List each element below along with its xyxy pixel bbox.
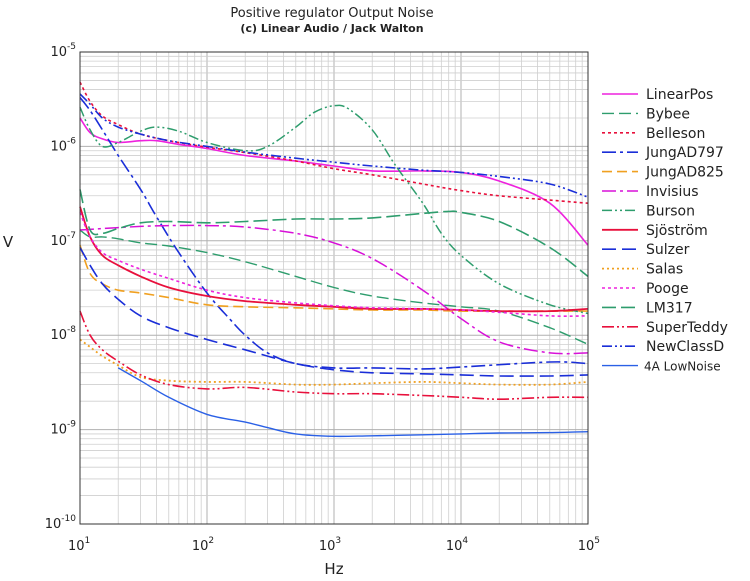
series-line-lm317: [79, 189, 589, 278]
x-axis-label: Hz: [324, 560, 343, 578]
y-tick-label: 10-10: [45, 514, 77, 532]
x-tick-label: 101: [68, 536, 90, 554]
legend-label: SuperTeddy: [646, 320, 728, 336]
series-line-invisius: [79, 224, 589, 355]
y-axis-label: V: [3, 233, 14, 251]
series-line-4a-lownoise: [117, 367, 589, 438]
chart-subtitle: (c) Linear Audio / Jack Walton: [240, 22, 423, 35]
series-line-sj-str-m: [79, 206, 589, 313]
legend-label: Bybee: [646, 106, 690, 122]
legend-label: LM317: [646, 300, 693, 316]
x-tick-label: 102: [192, 536, 214, 554]
series-line-sulzer: [79, 247, 589, 377]
series-line-bybee: [79, 229, 589, 345]
y-tick-label: 10-8: [50, 325, 76, 343]
plot-area: [79, 51, 589, 525]
legend-label: Pooge: [646, 281, 689, 297]
chart-title: Positive regulator Output Noise: [230, 6, 433, 21]
legend-label: JungAD825: [645, 165, 724, 181]
legend-label: Invisius: [646, 184, 699, 200]
series-line-superteddy: [79, 310, 589, 400]
legend-label: Burson: [646, 203, 695, 219]
series-line-burson: [79, 104, 589, 315]
tick-labels: 101 102 103 104 105 10-5 10-6 10-7 10-8 10-9 10-10: [45, 42, 600, 554]
series-lines: [79, 81, 589, 438]
series-line-belleson: [79, 81, 589, 204]
legend-label: Belleson: [646, 126, 705, 142]
series-line-linearpos: [79, 117, 589, 246]
legend-label: Salas: [646, 262, 683, 278]
series-line-jungad797: [79, 96, 589, 370]
legend-label: Sjöström: [646, 223, 708, 239]
series-line-newclassd: [79, 93, 589, 198]
y-tick-label: 10-9: [50, 420, 76, 438]
legend-label: JungAD797: [645, 145, 724, 161]
x-tick-label: 103: [319, 536, 341, 554]
legend-label: Sulzer: [646, 242, 690, 258]
x-tick-label: 104: [446, 536, 469, 554]
series-line-pooge: [79, 212, 589, 317]
legend-label: NewClassD: [646, 339, 724, 355]
x-tick-label: 105: [578, 536, 600, 554]
legend-label: 4A LowNoise: [644, 360, 721, 374]
series-line-jungad825: [79, 244, 588, 312]
y-tick-label: 10-6: [50, 136, 76, 154]
y-tick-label: 10-7: [50, 231, 76, 249]
y-tick-label: 10-5: [50, 42, 76, 60]
legend: LinearPos Bybee Belleson JungAD797 JungAD825…: [602, 87, 728, 374]
legend-label: LinearPos: [646, 87, 713, 103]
series-line-salas: [79, 338, 589, 386]
